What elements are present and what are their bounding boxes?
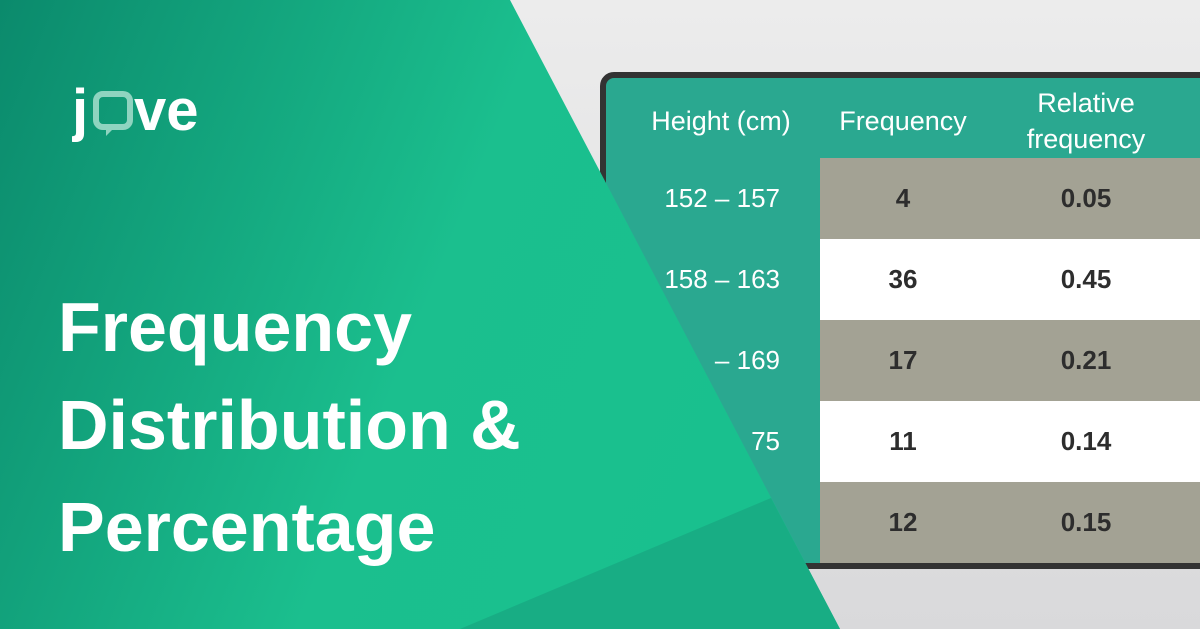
svg-text:j: j xyxy=(72,78,88,143)
main-triangle xyxy=(0,0,840,629)
table-row: 36 0.45 xyxy=(820,239,1200,320)
height-cell: 152 – 157 xyxy=(664,183,780,213)
height-cell: 158 – 163 xyxy=(664,264,780,294)
table-row: 12 0.15 xyxy=(820,482,1200,563)
relative-frequency-cell: 0.45 xyxy=(1060,264,1112,294)
title-line-2: Distribution & xyxy=(58,386,521,464)
lower-facet xyxy=(460,498,840,629)
frequency-cell: 12 xyxy=(888,507,918,537)
header-frequency: Frequency xyxy=(839,106,967,136)
relative-frequency-cell: 0.05 xyxy=(1060,183,1112,213)
relative-frequency-cell: 0.15 xyxy=(1060,507,1112,537)
relative-frequency-cell: 0.14 xyxy=(1060,426,1112,456)
header-height: Height (cm) xyxy=(651,106,791,136)
frequency-cell: 17 xyxy=(888,345,918,375)
svg-text:ve: ve xyxy=(134,78,199,143)
frequency-cell: 4 xyxy=(895,183,911,213)
frequency-cell: 11 xyxy=(889,426,917,456)
table-row: 4 0.05 xyxy=(820,158,1200,239)
table-row: 17 0.21 xyxy=(820,320,1200,401)
height-cell: 75 xyxy=(751,426,780,456)
title-line-3: Percentage xyxy=(58,488,436,566)
jove-logo: j ve xyxy=(71,76,217,151)
header-relative-frequency: Relative frequency xyxy=(1026,88,1146,154)
table-row: 11 0.14 xyxy=(820,401,1200,482)
frequency-cell: 36 xyxy=(888,264,918,294)
relative-frequency-cell: 0.21 xyxy=(1060,345,1112,375)
height-cell: – 169 xyxy=(714,345,780,375)
title-line-1: Frequency xyxy=(58,288,412,366)
